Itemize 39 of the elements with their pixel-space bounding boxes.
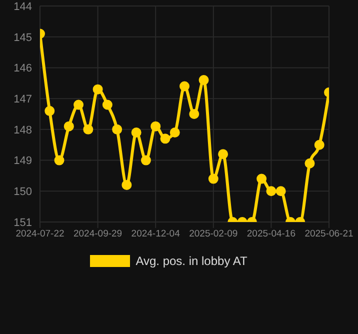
- y-tick-label: 151: [14, 216, 32, 229]
- point: [189, 109, 200, 119]
- point: [160, 134, 170, 144]
- point: [74, 100, 84, 110]
- x-tick-label: 2024-12-04: [131, 228, 180, 240]
- legend-label: Avg. pos. in lobby AT: [136, 254, 248, 268]
- point: [170, 128, 180, 138]
- point: [44, 106, 55, 116]
- point: [276, 186, 286, 196]
- point: [131, 128, 142, 138]
- y-tick-label: 147: [14, 93, 32, 106]
- y-tick-label: 146: [14, 62, 32, 75]
- x-tick-label: 2025-02-09: [189, 228, 238, 240]
- x-tick-label: 2024-07-22: [16, 228, 64, 240]
- x-tick-label: 2024-09-29: [73, 228, 122, 240]
- point: [198, 75, 209, 86]
- point: [54, 155, 64, 166]
- point: [256, 174, 267, 184]
- point: [83, 124, 94, 134]
- point: [208, 174, 218, 184]
- point: [304, 158, 315, 168]
- point: [112, 124, 122, 134]
- point: [314, 140, 324, 150]
- y-tick-label: 149: [14, 155, 32, 168]
- point: [218, 149, 228, 160]
- x-tick-label: 2025-04-16: [246, 228, 296, 240]
- y-tick-label: 148: [14, 124, 32, 136]
- x-tick-label: 2025-06-21: [304, 228, 354, 240]
- point: [266, 186, 276, 196]
- point: [122, 180, 132, 190]
- point: [102, 100, 112, 110]
- y-tick-label: 150: [14, 186, 32, 198]
- point: [180, 81, 190, 92]
- point: [140, 155, 151, 166]
- y-tick-label: 145: [14, 32, 32, 44]
- point: [150, 121, 161, 132]
- y-tick-label: 144: [14, 0, 32, 13]
- point: [64, 121, 74, 132]
- point: [92, 84, 103, 94]
